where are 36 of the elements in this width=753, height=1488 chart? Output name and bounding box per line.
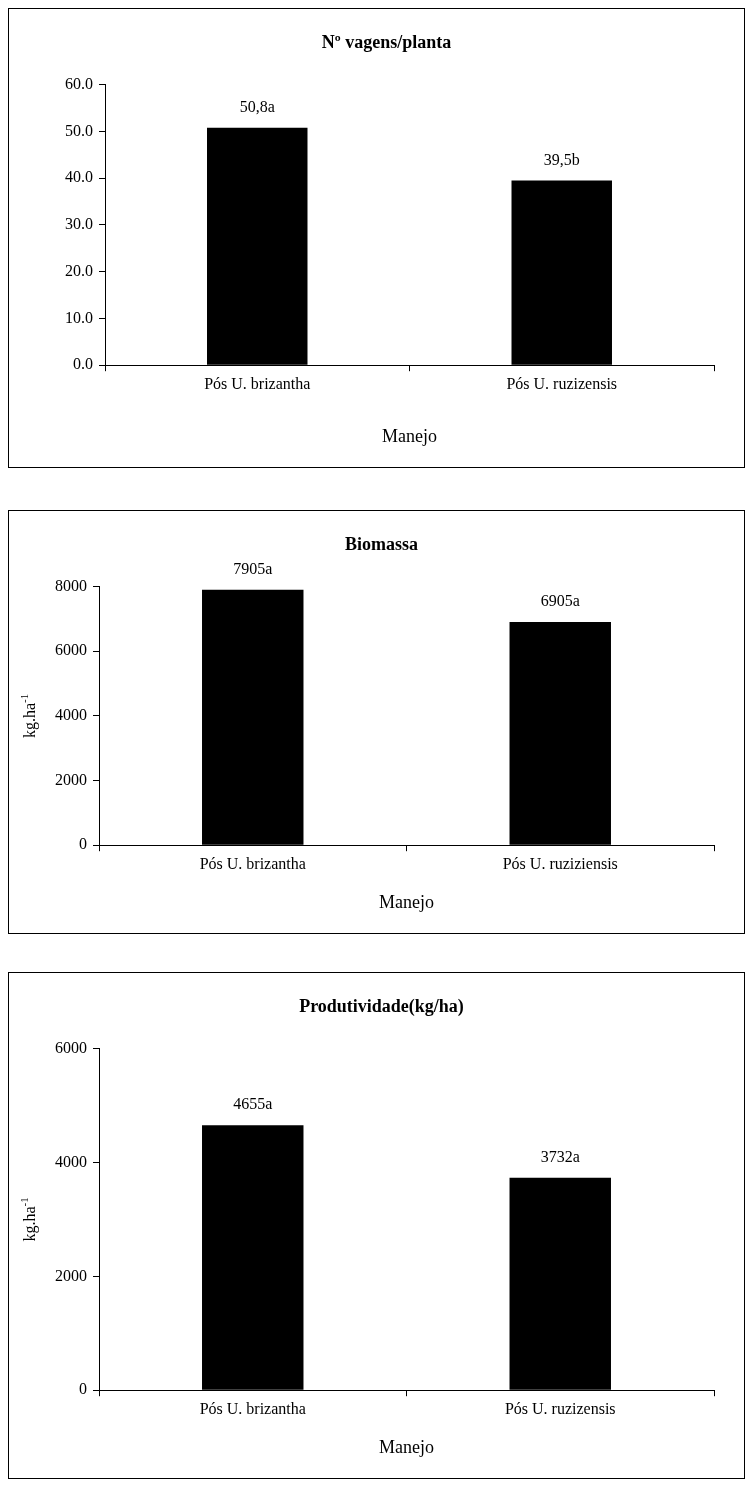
x-axis-title: Manejo — [382, 425, 437, 446]
x-tick-label: Pós U. brizantha — [199, 1400, 306, 1417]
y-tick-label: 50.0 — [65, 121, 93, 139]
y-tick-label: 10.0 — [65, 308, 93, 326]
x-tick-label: Pós U. brizantha — [199, 855, 306, 872]
y-axis-title: kg.ha-1 — [17, 1197, 40, 1242]
y-tick-label: 8000 — [55, 576, 87, 594]
y-tick-label: 20.0 — [65, 261, 93, 279]
y-tick-label: 2000 — [55, 1266, 87, 1284]
y-tick-label: 40.0 — [65, 168, 93, 186]
chart-title: Biomassa — [344, 534, 419, 555]
x-tick-label: Pós U. ruzizensis — [504, 1400, 616, 1417]
y-tick-label: 6000 — [55, 641, 87, 659]
y-tick-label: 0 — [79, 835, 87, 853]
x-axis-title: Manejo — [379, 1436, 434, 1457]
y-tick-label: 0 — [79, 1380, 87, 1398]
data-label: 3732a — [540, 1147, 580, 1165]
x-tick-label: Pós U. ruziziensis — [502, 855, 618, 872]
y-axis-title: kg.ha-1 — [17, 693, 40, 739]
y-tick-label: 4000 — [55, 1152, 87, 1170]
x-tick-label: Pós U. brizantha — [204, 375, 311, 392]
x-tick-label: Pós U. ruzizensis — [506, 375, 618, 392]
y-tick-label: 2000 — [55, 770, 87, 788]
data-label: 6905a — [540, 592, 580, 610]
data-label: 50,8a — [239, 97, 275, 115]
y-tick-label: 0.0 — [73, 355, 93, 373]
y-tick-label: 60.0 — [65, 74, 93, 92]
data-label: 4655a — [233, 1095, 273, 1113]
chart-title: Nº vagens/planta — [321, 32, 452, 53]
data-label: 39,5b — [543, 150, 580, 168]
y-tick-label: 6000 — [55, 1038, 87, 1056]
data-label: 7905a — [233, 559, 273, 577]
y-tick-label: 4000 — [55, 706, 87, 724]
x-axis-title: Manejo — [379, 891, 434, 912]
chart-title: Produtividade(kg/ha) — [299, 996, 464, 1018]
y-tick-label: 30.0 — [65, 215, 93, 233]
